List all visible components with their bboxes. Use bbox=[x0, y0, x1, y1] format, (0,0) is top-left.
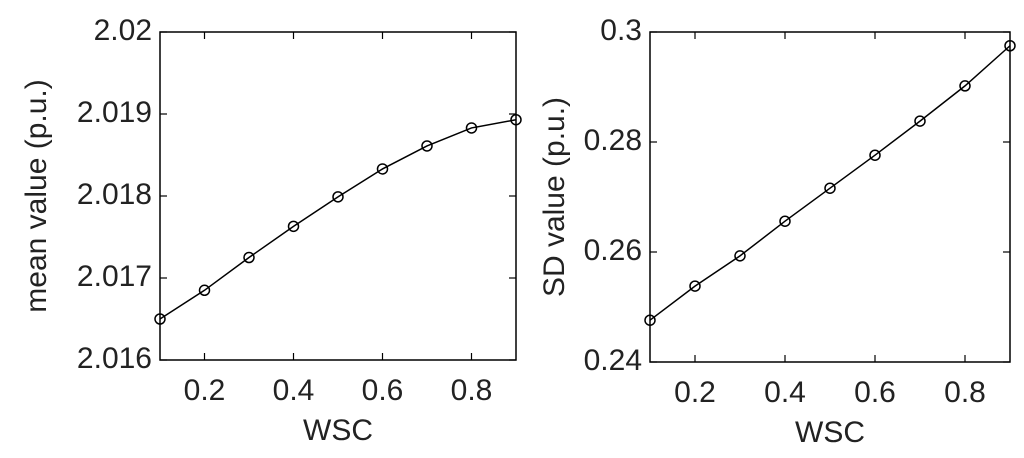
data-line bbox=[649, 45, 1011, 321]
data-point bbox=[198, 284, 211, 297]
y-tick-label: 2.02 bbox=[94, 14, 152, 47]
data-point bbox=[332, 191, 344, 203]
y-tick-label: 0.24 bbox=[584, 344, 642, 377]
y-tick-label: 2.016 bbox=[77, 342, 152, 375]
data-point bbox=[779, 215, 791, 227]
y-axis-label: SD value (p.u.) bbox=[538, 97, 571, 297]
data-point bbox=[510, 113, 522, 126]
x-tick-label: 0.4 bbox=[764, 376, 806, 409]
y-tick-label: 0.26 bbox=[584, 234, 642, 267]
data-point bbox=[644, 314, 656, 326]
y-tick-label: 2.017 bbox=[77, 260, 152, 293]
data-point bbox=[465, 122, 478, 134]
data-point bbox=[154, 313, 166, 325]
x-tick-label: 0.6 bbox=[362, 374, 404, 407]
x-axis-label: WSC bbox=[303, 414, 373, 447]
y-tick-label: 0.3 bbox=[600, 14, 642, 47]
x-tick-label: 0.6 bbox=[854, 376, 896, 409]
x-tick-label: 0.8 bbox=[451, 374, 493, 407]
data-point bbox=[1004, 40, 1016, 52]
data-point bbox=[376, 163, 389, 175]
x-tick-label: 0.4 bbox=[273, 374, 315, 407]
x-tick-label: 0.8 bbox=[944, 376, 986, 409]
data-point bbox=[689, 280, 701, 292]
data-line bbox=[159, 119, 517, 320]
data-point bbox=[869, 149, 881, 161]
y-tick-label: 2.018 bbox=[77, 178, 152, 211]
y-tick-label: 0.28 bbox=[584, 124, 642, 157]
data-point bbox=[734, 250, 746, 262]
data-point bbox=[824, 182, 836, 194]
data-point bbox=[959, 80, 971, 92]
x-tick-label: 0.2 bbox=[184, 374, 226, 407]
x-axis-label: WSC bbox=[795, 416, 865, 449]
y-tick-label: 2.019 bbox=[77, 96, 152, 129]
data-point bbox=[914, 115, 926, 127]
axes-box bbox=[649, 31, 1011, 363]
data-point bbox=[421, 140, 433, 152]
data-point bbox=[243, 251, 255, 264]
y-axis-label: mean value (p.u.) bbox=[20, 79, 53, 312]
x-tick-label: 0.2 bbox=[674, 376, 716, 409]
data-point bbox=[287, 220, 300, 233]
